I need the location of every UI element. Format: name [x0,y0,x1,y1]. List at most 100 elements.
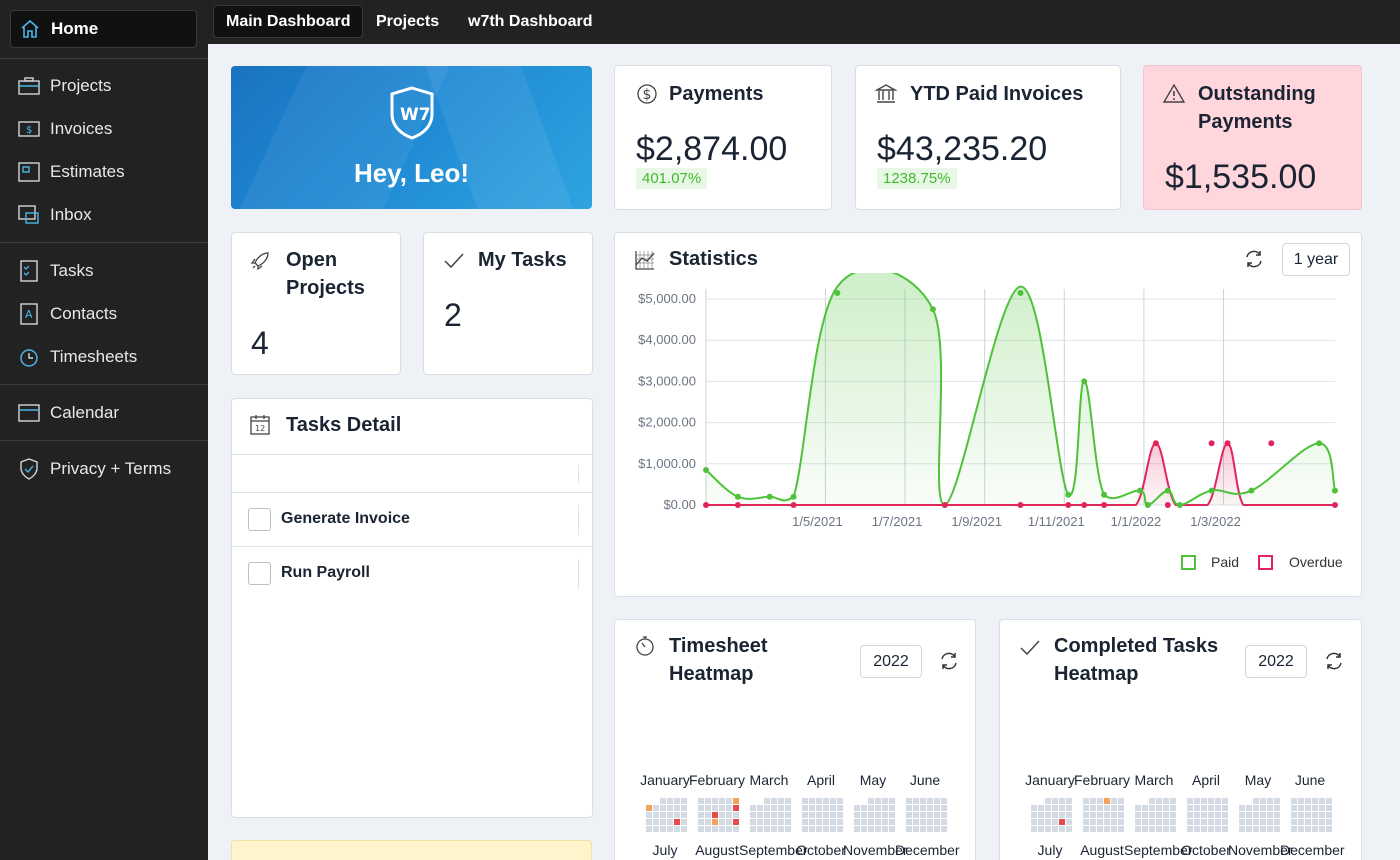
heatmap-day-cell[interactable] [719,798,725,804]
heatmap-day-cell[interactable] [653,798,659,804]
heatmap-day-cell[interactable] [1031,798,1037,804]
heatmap-day-cell[interactable] [1104,812,1110,818]
heatmap-day-cell[interactable] [750,826,756,832]
heatmap-day-cell[interactable] [1083,798,1089,804]
heatmap-day-cell[interactable] [667,798,673,804]
heatmap-day-cell[interactable] [1097,812,1103,818]
heatmap-day-cell[interactable] [646,812,652,818]
heatmap-day-cell[interactable] [889,798,895,804]
heatmap-day-cell[interactable] [1149,819,1155,825]
heatmap-day-cell[interactable] [920,805,926,811]
heatmap-day-cell[interactable] [1201,805,1207,811]
heatmap-day-cell[interactable] [785,805,791,811]
heatmap-day-cell[interactable] [802,798,808,804]
tab-projects[interactable]: Projects [376,12,440,30]
heatmap-day-cell[interactable] [913,812,919,818]
heatmap-day-cell[interactable] [1111,798,1117,804]
heatmap-day-cell[interactable] [1305,812,1311,818]
heatmap-day-cell[interactable] [934,805,940,811]
payments-card[interactable]: $ Payments $2,874.00 401.07% [614,65,832,210]
heatmap-day-cell[interactable] [1059,812,1065,818]
heatmap-day-cell[interactable] [941,798,947,804]
heatmap-day-cell[interactable] [1149,826,1155,832]
heatmap-day-cell[interactable] [764,826,770,832]
heatmap-day-cell[interactable] [1274,826,1280,832]
heatmap-day-cell[interactable] [830,805,836,811]
heatmap-day-cell[interactable] [1052,819,1058,825]
tab-main-dashboard[interactable]: Main Dashboard [213,5,364,38]
heatmap-day-cell[interactable] [1045,812,1051,818]
heatmap-day-cell[interactable] [1104,798,1110,804]
heatmap-day-cell[interactable] [778,819,784,825]
heatmap-day-cell[interactable] [837,826,843,832]
heatmap-day-cell[interactable] [1052,805,1058,811]
sidebar-item-home[interactable]: Home [10,10,197,48]
heatmap-day-cell[interactable] [875,805,881,811]
heatmap-day-cell[interactable] [1246,812,1252,818]
heatmap-day-cell[interactable] [854,805,860,811]
heatmap-day-cell[interactable] [750,819,756,825]
heatmap-day-cell[interactable] [809,805,815,811]
heatmap-day-cell[interactable] [927,798,933,804]
heatmap-day-cell[interactable] [1156,826,1162,832]
heatmap-day-cell[interactable] [646,805,652,811]
heatmap-day-cell[interactable] [1090,812,1096,818]
heatmap-day-cell[interactable] [1066,826,1072,832]
heatmap-day-cell[interactable] [1201,819,1207,825]
heatmap-day-cell[interactable] [868,812,874,818]
heatmap-day-cell[interactable] [1215,819,1221,825]
heatmap-day-cell[interactable] [1118,812,1124,818]
heatmap-day-cell[interactable] [823,798,829,804]
heatmap-day-cell[interactable] [1201,812,1207,818]
heatmap-day-cell[interactable] [1253,819,1259,825]
heatmap-day-cell[interactable] [1187,805,1193,811]
heatmap-day-cell[interactable] [920,798,926,804]
heatmap-day-cell[interactable] [830,826,836,832]
heatmap-day-cell[interactable] [1156,798,1162,804]
heatmap-day-cell[interactable] [653,826,659,832]
heatmap-day-cell[interactable] [1222,805,1228,811]
heatmap-day-cell[interactable] [1194,826,1200,832]
heatmap-day-cell[interactable] [913,819,919,825]
heatmap-day-cell[interactable] [1194,798,1200,804]
heatmap-day-cell[interactable] [1118,819,1124,825]
heatmap-day-cell[interactable] [1208,805,1214,811]
sidebar-item-inbox[interactable]: Inbox [10,196,197,234]
heatmap-day-cell[interactable] [941,826,947,832]
heatmap-day-cell[interactable] [757,819,763,825]
heatmap-day-cell[interactable] [712,826,718,832]
heatmap-day-cell[interactable] [1149,798,1155,804]
heatmap-day-cell[interactable] [1097,826,1103,832]
heatmap-day-cell[interactable] [1274,798,1280,804]
heatmap-day-cell[interactable] [681,826,687,832]
heatmap-day-cell[interactable] [1222,812,1228,818]
heatmap-day-cell[interactable] [1187,812,1193,818]
heatmap-day-cell[interactable] [1135,798,1141,804]
heatmap-day-cell[interactable] [726,805,732,811]
heatmap-day-cell[interactable] [875,812,881,818]
heatmap-day-cell[interactable] [1215,798,1221,804]
heatmap-day-cell[interactable] [1142,826,1148,832]
heatmap-day-cell[interactable] [823,826,829,832]
heatmap-day-cell[interactable] [1135,819,1141,825]
heatmap-day-cell[interactable] [1260,798,1266,804]
heatmap-day-cell[interactable] [1208,819,1214,825]
heatmap-day-cell[interactable] [934,819,940,825]
heatmap-day-cell[interactable] [1097,805,1103,811]
heatmap-day-cell[interactable] [1118,798,1124,804]
sidebar-item-contacts[interactable]: A Contacts [10,295,197,333]
task-row[interactable]: Run Payroll [232,546,592,601]
heatmap-day-cell[interactable] [1326,805,1332,811]
heatmap-day-cell[interactable] [941,819,947,825]
heatmap-day-cell[interactable] [920,826,926,832]
heatmap-day-cell[interactable] [1305,819,1311,825]
heatmap-day-cell[interactable] [1298,819,1304,825]
heatmap-day-cell[interactable] [1246,826,1252,832]
heatmap-day-cell[interactable] [1298,812,1304,818]
heatmap-day-cell[interactable] [1142,812,1148,818]
heatmap-day-cell[interactable] [726,812,732,818]
heatmap-day-cell[interactable] [809,798,815,804]
timesheet-year-select[interactable]: 2022 [860,645,922,678]
heatmap-day-cell[interactable] [1097,798,1103,804]
heatmap-day-cell[interactable] [1305,798,1311,804]
